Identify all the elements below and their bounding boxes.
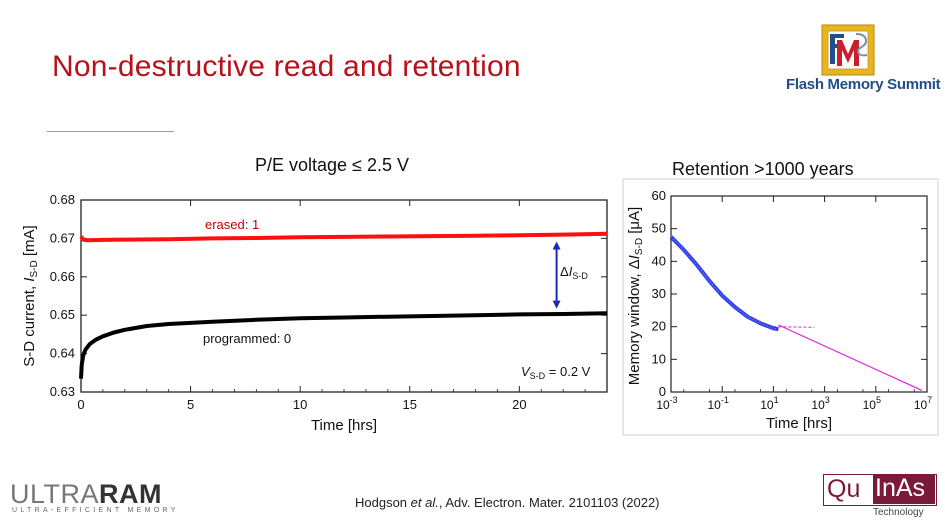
flash-memory-summit-logo [821, 24, 875, 76]
ultraram-ultra: ULTRA [10, 479, 100, 509]
chart1-xtick-label: 0 [77, 397, 84, 412]
chart1-xtick-label: 20 [512, 397, 526, 412]
chart2-xtick-label: 10-1 [708, 395, 729, 412]
slide-title: Non-destructive read and retention [52, 50, 521, 83]
ultraram-logo: ULTRARAM ULTRA-EFFICIENT MEMORY [10, 479, 179, 514]
chart2-xtick-label: 101 [760, 395, 778, 412]
chart2-xlabel: Time [hrs] [766, 415, 832, 432]
chart2-xtick-label: 10-3 [656, 395, 677, 412]
chart2-ytick-label: 60 [652, 188, 666, 203]
chart2-title: Retention >1000 years [672, 159, 854, 179]
retention-chart: 10-3 10-1 101 103 105 107 0 10 20 30 40 50 60 Time [… [622, 178, 939, 436]
ultraram-tagline: ULTRA-EFFICIENT MEMORY [12, 507, 179, 514]
delta-arrow-head-up [552, 241, 561, 250]
erased-series-label: erased: 1 [205, 217, 259, 232]
title-underline [47, 131, 174, 132]
chart2-xtick-label: 107 [914, 395, 932, 412]
chart1-ylabel: S-D current, IS-D [mA] [21, 225, 40, 366]
chart1-ytick-label: 0.68 [50, 192, 75, 207]
delta-arrow [552, 241, 561, 309]
delta-arrow-head-down [552, 300, 561, 309]
chart2-ytick-label: 30 [652, 286, 666, 301]
current-vs-time-chart: 0 5 10 15 20 0.63 0.64 0.65 0.66 0.67 0.68 erased:… [21, 192, 608, 434]
flash-memory-summit-text: Flash Memory Summit [786, 76, 941, 93]
chart1-ytick-label: 0.67 [50, 230, 75, 245]
quinas-tagline: Technology [873, 507, 924, 518]
quinas-logo: Qu InAs Technology [823, 474, 937, 518]
chart2-ytick-label: 20 [652, 319, 666, 334]
programmed-series-label: programmed: 0 [203, 331, 291, 346]
chart1-ytick-label: 0.64 [50, 346, 75, 361]
citation: Hodgson et al., Adv. Electron. Mater. 21… [355, 495, 660, 510]
vsd-annotation: VS-D = 0.2 V [521, 364, 591, 381]
chart2-xtick-label: 103 [811, 395, 829, 412]
chart1-ytick-label: 0.65 [50, 307, 75, 322]
extrapolation-line [778, 324, 923, 391]
chart2-ytick-label: 0 [659, 384, 666, 399]
chart2-ytick-label: 50 [652, 221, 666, 236]
chart1-title: P/E voltage ≤ 2.5 V [255, 155, 409, 175]
chart2-plot-frame [670, 195, 928, 393]
chart1-ytick-label: 0.66 [50, 269, 75, 284]
retention-measured-noise [670, 236, 779, 330]
chart2-xtick-label: 105 [863, 395, 881, 412]
programmed-series-line [79, 311, 608, 379]
ultraram-ram: RAM [99, 479, 163, 509]
chart2-ytick-label: 10 [652, 351, 666, 366]
chart1-xtick-label: 10 [293, 397, 307, 412]
erased-series-line [79, 231, 608, 243]
chart1-xtick-label: 5 [187, 397, 194, 412]
chart1-ytick-label: 0.63 [50, 384, 75, 399]
chart1-xlabel: Time [hrs] [311, 417, 377, 434]
plateau-dashed-line [773, 326, 815, 328]
quinas-qu: Qu [827, 475, 861, 503]
delta-label: ΔIS-D [560, 264, 588, 281]
chart2-ytick-label: 40 [652, 253, 666, 268]
chart1-plot-frame [80, 199, 608, 393]
quinas-inas: InAs [873, 474, 935, 504]
chart1-xtick-label: 15 [403, 397, 417, 412]
chart2-ylabel: Memory window, ΔIS-D [μA] [626, 207, 645, 385]
